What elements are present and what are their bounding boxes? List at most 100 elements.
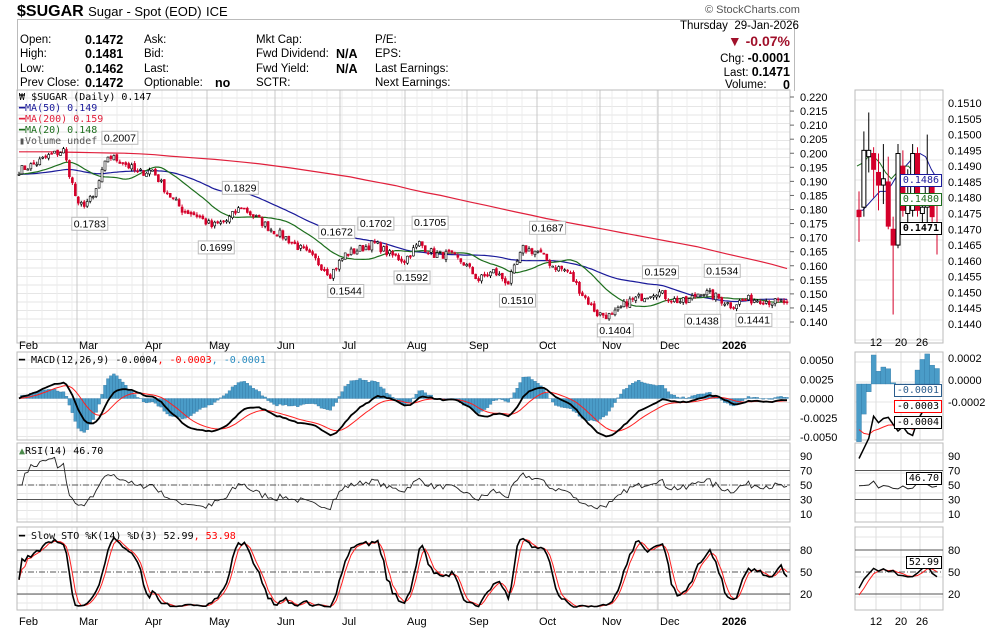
candle (652, 295, 655, 298)
detail-macd-tick-label: 0.0000 (948, 375, 982, 387)
detail-macd-tick-label: 0.0002 (948, 353, 982, 365)
detail-date-label: 26 (916, 337, 928, 349)
field-label: Mkt Cap: (256, 34, 303, 46)
candle (504, 278, 507, 284)
macd-histogram-bar (67, 398, 72, 406)
percent-change: ▼ -0.07% (728, 33, 790, 49)
macd-histogram-bar (55, 390, 60, 399)
candle (228, 216, 231, 223)
candle (785, 301, 789, 304)
candle (272, 230, 276, 235)
legend-ma20: ━MA(20) 0.148 (19, 125, 98, 136)
macd-histogram-bar (352, 380, 356, 399)
candle (729, 302, 732, 309)
macd-histogram-bar (349, 380, 353, 399)
last-label: Last: (723, 67, 749, 79)
candle (29, 163, 33, 170)
macd-panel-frame (16, 351, 791, 441)
candle (678, 301, 682, 303)
candle (699, 294, 703, 297)
detail-macd-line (858, 404, 938, 459)
macd-histogram-bar (616, 397, 620, 399)
candle (189, 212, 193, 215)
macd-histogram-bar (604, 398, 608, 416)
legend-rsi-text: RSI(14) 46.70 (25, 446, 104, 457)
macd-histogram-bar (58, 391, 63, 399)
candle (394, 253, 397, 256)
macd-histogram-bar (367, 381, 371, 399)
tag-ma20: 0.1480 (899, 193, 942, 206)
detail-price-tick-label: 0.1495 (948, 145, 982, 157)
candle (539, 249, 543, 253)
candle (619, 306, 623, 308)
macd-histogram-bar (485, 398, 490, 408)
candle (340, 258, 344, 261)
candle (299, 245, 302, 249)
macd-histogram-bar (637, 380, 641, 399)
detail-macd-bar (934, 368, 940, 385)
price-annotation: 0.1404 (599, 325, 631, 337)
macd-histogram-bar (343, 386, 347, 399)
price-annotation-box (703, 263, 741, 278)
candle (142, 170, 145, 176)
macd-histogram-bar (491, 398, 496, 401)
month-label: Sep (469, 340, 489, 352)
macd-histogram-bar (204, 398, 208, 408)
macd-histogram-bar (752, 397, 757, 399)
macd-histogram-bar (672, 394, 676, 399)
macd-histogram-bar (364, 380, 368, 399)
candle (139, 168, 142, 171)
detail-macd-bar (866, 383, 872, 393)
price-tick-label: 0.175 (800, 219, 828, 231)
volume-value: 0 (783, 78, 790, 92)
candle (198, 215, 202, 218)
price-tick-label: 0.160 (800, 261, 828, 273)
price-annotation-box (498, 293, 536, 308)
candle (171, 197, 175, 199)
candle (512, 264, 516, 274)
percent-change-value: -0.07% (745, 33, 790, 49)
candle (782, 300, 786, 304)
macd-histogram-bar (141, 398, 146, 402)
candle (305, 246, 308, 251)
macd-histogram-bar (651, 384, 656, 399)
candle (450, 250, 454, 253)
candle (432, 248, 436, 258)
macd-histogram-bar (601, 398, 605, 418)
quote-date-value: 29-Jan-2026 (734, 20, 799, 32)
macd-histogram-bar (527, 376, 531, 399)
macd-histogram-bar (290, 398, 294, 407)
volume-label: Volume: (725, 79, 767, 91)
candle (524, 245, 528, 253)
month-label: Jul (342, 616, 356, 628)
price-tick-label: 0.185 (800, 190, 828, 202)
candle (747, 295, 750, 300)
macd-histogram-bar (189, 398, 193, 416)
macd-histogram-bar (207, 398, 211, 406)
macd-histogram-bar (660, 385, 665, 399)
candle (358, 245, 362, 252)
macd-histogram-bar (657, 385, 662, 399)
macd-histogram-bar (779, 396, 783, 399)
price-annotation: 0.1534 (706, 265, 738, 277)
price-annotation: 0.2007 (104, 132, 136, 144)
candle (290, 241, 294, 244)
candle (403, 260, 406, 263)
price-annotation: 0.1438 (687, 315, 719, 327)
macd-histogram-bar (49, 389, 54, 399)
detail-macd-bar (861, 383, 867, 415)
candle (444, 250, 448, 260)
candle (216, 221, 219, 224)
field-label: Last Earnings: (375, 63, 449, 75)
detail-price-tick-label: 0.1505 (948, 114, 982, 126)
macd-histogram-bar (690, 395, 694, 399)
macd-histogram-bar (266, 398, 270, 401)
macd-histogram-bar (488, 398, 493, 405)
candle (670, 300, 673, 303)
ma200-line (19, 151, 788, 270)
month-label: Dec (660, 340, 680, 352)
tag-macd-hist: -0.0001 (893, 384, 942, 397)
macd-histogram-bar (284, 398, 288, 405)
macd-histogram-bar (625, 388, 629, 399)
candle (385, 245, 388, 256)
